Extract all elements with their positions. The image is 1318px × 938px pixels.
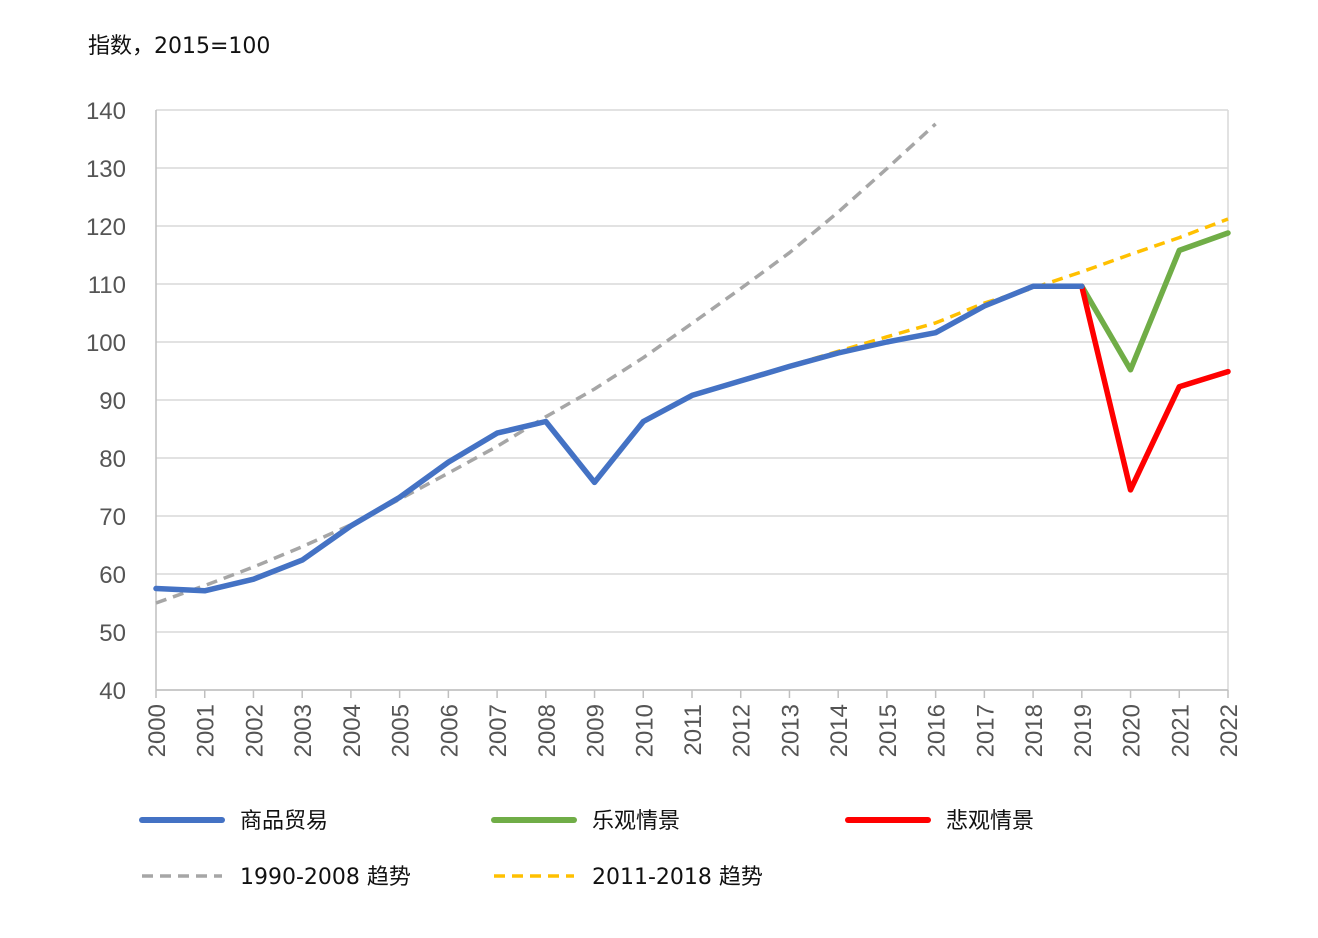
x-tick-label-2022: 2022 <box>1216 704 1243 757</box>
y-tick-label-130: 130 <box>86 156 126 183</box>
x-tick-label-2001: 2001 <box>193 704 220 757</box>
x-tick-label-2021: 2021 <box>1167 704 1194 757</box>
y-tick-label-80: 80 <box>99 446 126 473</box>
x-tick-label-2010: 2010 <box>631 704 658 757</box>
legend-label-0: 商品贸易 <box>240 809 328 834</box>
x-tick-label-2009: 2009 <box>583 704 610 757</box>
x-tick-label-2020: 2020 <box>1119 704 1146 757</box>
x-tick-label-2013: 2013 <box>777 704 804 757</box>
x-tick-label-2000: 2000 <box>144 704 171 757</box>
legend-label-4: 2011-2018 趋势 <box>592 865 763 890</box>
x-tick-label-2012: 2012 <box>729 704 756 757</box>
x-tick-label-2014: 2014 <box>826 704 853 757</box>
x-tick-label-2016: 2016 <box>924 704 951 757</box>
series-line-0 <box>153 283 1085 594</box>
y-tick-label-110: 110 <box>88 272 126 299</box>
legend-label-2: 悲观情景 <box>946 809 1034 834</box>
y-unit-label: 指数，2015=100 <box>88 34 271 59</box>
x-tick-label-2005: 2005 <box>388 704 415 757</box>
x-tick-label-2018: 2018 <box>1021 704 1048 757</box>
y-tick-label-90: 90 <box>99 388 126 415</box>
x-tick-label-2008: 2008 <box>534 704 561 757</box>
y-tick-label-100: 100 <box>86 330 126 357</box>
y-tick-label-40: 40 <box>99 678 126 705</box>
legend-label-3: 1990-2008 趋势 <box>240 865 411 890</box>
x-tick-label-2002: 2002 <box>241 704 268 757</box>
series-line-2 <box>1079 283 1231 493</box>
legend-label-1: 乐观情景 <box>592 809 680 834</box>
x-tick-label-2004: 2004 <box>339 704 366 757</box>
y-tick-label-120: 120 <box>86 214 126 241</box>
x-tick-label-2006: 2006 <box>436 704 463 757</box>
x-tick-label-2017: 2017 <box>972 704 999 757</box>
x-tick-label-2011: 2011 <box>680 704 707 756</box>
series-line-1 <box>1079 230 1231 373</box>
x-tick-label-2007: 2007 <box>485 704 512 757</box>
y-tick-label-60: 60 <box>99 562 126 589</box>
y-tick-label-50: 50 <box>99 620 126 647</box>
y-tick-label-70: 70 <box>99 504 126 531</box>
y-tick-label-140: 140 <box>86 98 126 125</box>
x-tick-label-2019: 2019 <box>1070 704 1097 757</box>
series-line-3 <box>155 122 937 605</box>
x-tick-label-2015: 2015 <box>875 704 902 757</box>
x-tick-label-2003: 2003 <box>290 704 317 757</box>
